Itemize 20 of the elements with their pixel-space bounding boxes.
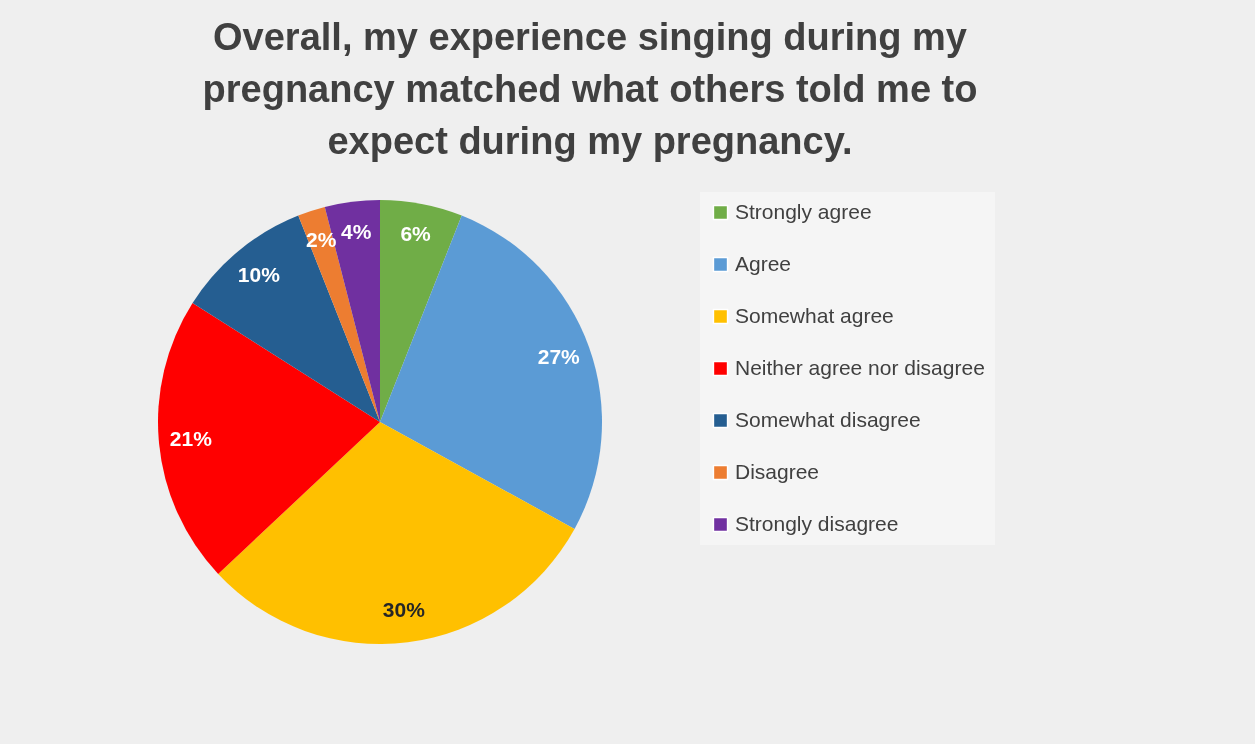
legend-label: Neither agree nor disagree	[735, 355, 985, 379]
legend-label: Strongly disagree	[735, 511, 899, 535]
data-label: 10%	[237, 262, 281, 286]
data-label: 27%	[537, 344, 581, 368]
pie-slice	[218, 422, 575, 644]
legend-label: Agree	[735, 251, 792, 275]
data-label: 6%	[400, 222, 432, 246]
data-label: 21%	[169, 426, 213, 450]
legend-label: Somewhat disagree	[735, 407, 921, 431]
legend-label: Disagree	[735, 459, 820, 483]
pie-slice	[298, 206, 380, 422]
legend-label: Strongly agree	[735, 199, 872, 223]
data-label: 4%	[341, 220, 372, 244]
pie-slice	[158, 303, 380, 574]
chart-title: Overall, my experience singing during my pregnancy matched what others told me to expect during my pregnancy.	[202, 16, 978, 162]
data-label: 30%	[382, 597, 426, 621]
legend-label: Somewhat agree	[735, 303, 894, 327]
pie-slice	[192, 215, 380, 422]
pie-slice	[380, 200, 462, 422]
pie-slice	[380, 215, 602, 529]
